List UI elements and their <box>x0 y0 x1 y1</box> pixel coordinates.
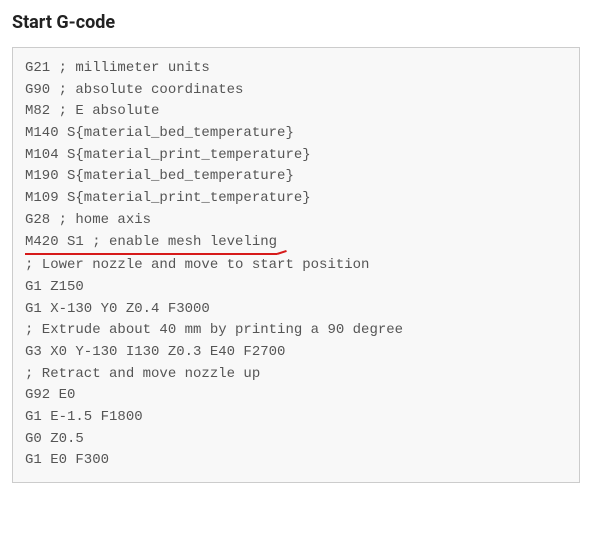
gcode-block: G21 ; millimeter unitsG90 ; absolute coo… <box>12 47 580 483</box>
code-line: G1 X-130 Y0 Z0.4 F3000 <box>25 299 567 321</box>
code-line: G28 ; home axis <box>25 210 567 232</box>
code-line: G3 X0 Y-130 I130 Z0.3 E40 F2700 <box>25 342 567 364</box>
code-line: G1 Z150 <box>25 277 567 299</box>
code-line: ; Extrude about 40 mm by printing a 90 d… <box>25 320 567 342</box>
code-line: M140 S{material_bed_temperature} <box>25 123 567 145</box>
code-line: M82 ; E absolute <box>25 101 567 123</box>
section-heading: Start G-code <box>12 12 580 33</box>
code-line: G21 ; millimeter units <box>25 58 567 80</box>
code-line: G1 E-1.5 F1800 <box>25 407 567 429</box>
code-line: M190 S{material_bed_temperature} <box>25 166 567 188</box>
code-line: G90 ; absolute coordinates <box>25 80 567 102</box>
code-line: M104 S{material_print_temperature} <box>25 145 567 167</box>
code-line: G0 Z0.5 <box>25 429 567 451</box>
code-line: G92 E0 <box>25 385 567 407</box>
code-line: M109 S{material_print_temperature} <box>25 188 567 210</box>
highlighted-code-line: M420 S1 ; enable mesh leveling <box>25 232 277 256</box>
code-line: ; Lower nozzle and move to start positio… <box>25 255 567 277</box>
code-line: ; Retract and move nozzle up <box>25 364 567 386</box>
code-line: M420 S1 ; enable mesh leveling <box>25 232 567 256</box>
code-line: G1 E0 F300 <box>25 450 567 472</box>
